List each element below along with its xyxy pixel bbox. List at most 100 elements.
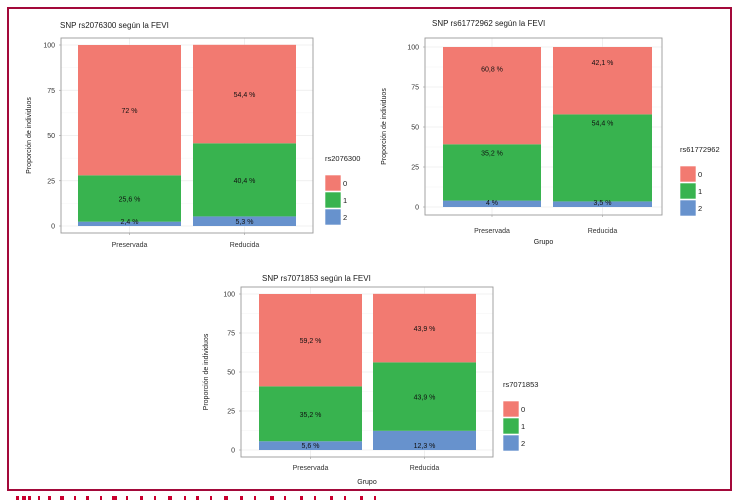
bar-segment-reducida-1 — [373, 362, 476, 431]
data-label: 54,4 % — [234, 92, 256, 99]
bar-segment-preservada-2 — [259, 441, 362, 450]
legend-label: 0 — [343, 179, 347, 188]
y-tick-label: 0 — [51, 224, 55, 231]
legend-key-1 — [324, 191, 342, 209]
legend-label: 2 — [343, 213, 347, 222]
bar-segment-preservada-2 — [78, 221, 181, 226]
x-tick-label: Preservada — [474, 228, 510, 235]
x-tick-label: Preservada — [112, 242, 148, 249]
legend-key-2 — [502, 434, 520, 452]
caption-glyph-fragment — [60, 496, 64, 500]
legend-key-2 — [679, 199, 697, 217]
caption-glyph-fragment — [22, 496, 26, 500]
bar-segment-preservada-1 — [443, 144, 541, 201]
caption-glyph-fragment — [330, 496, 333, 500]
y-axis-title: Proporción de individuos — [26, 97, 33, 174]
caption-glyph-fragment — [48, 496, 51, 500]
legend-title: rs7071853 — [503, 380, 538, 389]
legend-label: 1 — [521, 422, 525, 431]
caption-glyph-fragment — [154, 496, 156, 500]
y-tick-label: 100 — [43, 43, 55, 50]
caption-glyph-fragment — [86, 496, 89, 500]
chart-title: SNP rs7071853 según la FEVI — [262, 274, 371, 283]
bar-segment-preservada-0 — [78, 45, 181, 176]
data-label: 42,1 % — [592, 60, 614, 67]
caption-glyph-fragment — [270, 496, 274, 500]
data-label: 5,3 % — [236, 219, 254, 226]
bar-segment-reducida-0 — [193, 44, 296, 144]
x-tick-label: Reducida — [410, 465, 440, 472]
data-label: 43,9 % — [414, 395, 436, 402]
y-tick-label: 75 — [227, 331, 235, 338]
caption-glyph-fragment — [126, 496, 128, 500]
legend-key-1 — [679, 182, 697, 200]
bar-segment-reducida-1 — [553, 114, 652, 202]
bar-segment-preservada-2 — [443, 200, 541, 207]
bar-segment-reducida-0 — [553, 47, 652, 115]
caption-glyph-fragment — [28, 496, 31, 500]
caption-glyph-fragment — [112, 496, 117, 500]
y-tick-label: 0 — [415, 205, 419, 212]
x-tick-label: Preservada — [293, 465, 329, 472]
caption-glyph-fragment — [300, 496, 303, 500]
legend-label: 0 — [521, 405, 525, 414]
y-tick-label: 25 — [47, 178, 55, 185]
y-tick-label: 100 — [407, 45, 419, 52]
caption-glyph-fragment — [16, 496, 19, 500]
caption-glyph-fragment — [224, 496, 228, 500]
y-tick-label: 75 — [411, 85, 419, 92]
figure-frame — [7, 7, 732, 491]
caption-glyph-fragment — [210, 496, 212, 500]
legend: rs61772962 0 1 2 — [679, 145, 720, 217]
legend-label: 1 — [698, 187, 702, 196]
data-label: 40,4 % — [234, 178, 256, 185]
legend-key-0 — [324, 174, 342, 192]
x-axis-title: Grupo — [357, 479, 377, 486]
legend-label: 1 — [343, 196, 347, 205]
data-label: 2,4 % — [121, 219, 139, 226]
y-axis-title: Proporción de individuos — [203, 333, 210, 410]
data-label: 25,6 % — [119, 196, 141, 203]
legend-title: rs2076300 — [325, 154, 360, 163]
bar-segment-preservada-1 — [78, 175, 181, 222]
data-label: 3,5 % — [594, 200, 612, 207]
caption-glyph-fragment — [38, 496, 40, 500]
data-label: 60,8 % — [481, 66, 503, 73]
legend-label: 2 — [698, 204, 702, 213]
figure-caption-cutoff — [14, 494, 534, 501]
x-tick-label: Reducida — [588, 228, 618, 235]
data-label: 35,2 % — [300, 412, 322, 419]
caption-glyph-fragment — [168, 496, 172, 500]
data-label: 5,6 % — [302, 443, 320, 450]
bar-segment-reducida-0 — [373, 293, 476, 363]
y-tick-label: 75 — [47, 88, 55, 95]
data-label: 54,4 % — [592, 120, 614, 127]
y-tick-label: 25 — [227, 409, 235, 416]
x-tick-label: Reducida — [230, 242, 260, 249]
y-tick-label: 100 — [223, 292, 235, 299]
bar-segment-preservada-1 — [259, 386, 362, 442]
chart-title: SNP rs61772962 según la FEVI — [432, 19, 545, 28]
data-label: 43,9 % — [414, 326, 436, 333]
bar-segment-reducida-2 — [193, 216, 296, 226]
caption-glyph-fragment — [344, 496, 346, 500]
legend-label: 2 — [521, 439, 525, 448]
y-tick-label: 50 — [47, 133, 55, 140]
caption-glyph-fragment — [360, 496, 363, 500]
chart-title: SNP rs2076300 según la FEVI — [60, 21, 169, 30]
legend-label: 0 — [698, 170, 702, 179]
caption-glyph-fragment — [374, 496, 376, 500]
bar-segment-reducida-2 — [553, 201, 652, 207]
plot-border — [424, 37, 663, 216]
y-tick-label: 50 — [227, 370, 235, 377]
y-axis-title: Proporción de individuos — [381, 88, 388, 165]
caption-glyph-fragment — [74, 496, 76, 500]
caption-glyph-fragment — [254, 496, 256, 500]
y-tick-label: 50 — [411, 125, 419, 132]
legend-key-1 — [502, 417, 520, 435]
data-label: 35,2 % — [481, 150, 503, 157]
data-label: 72 % — [122, 108, 138, 115]
